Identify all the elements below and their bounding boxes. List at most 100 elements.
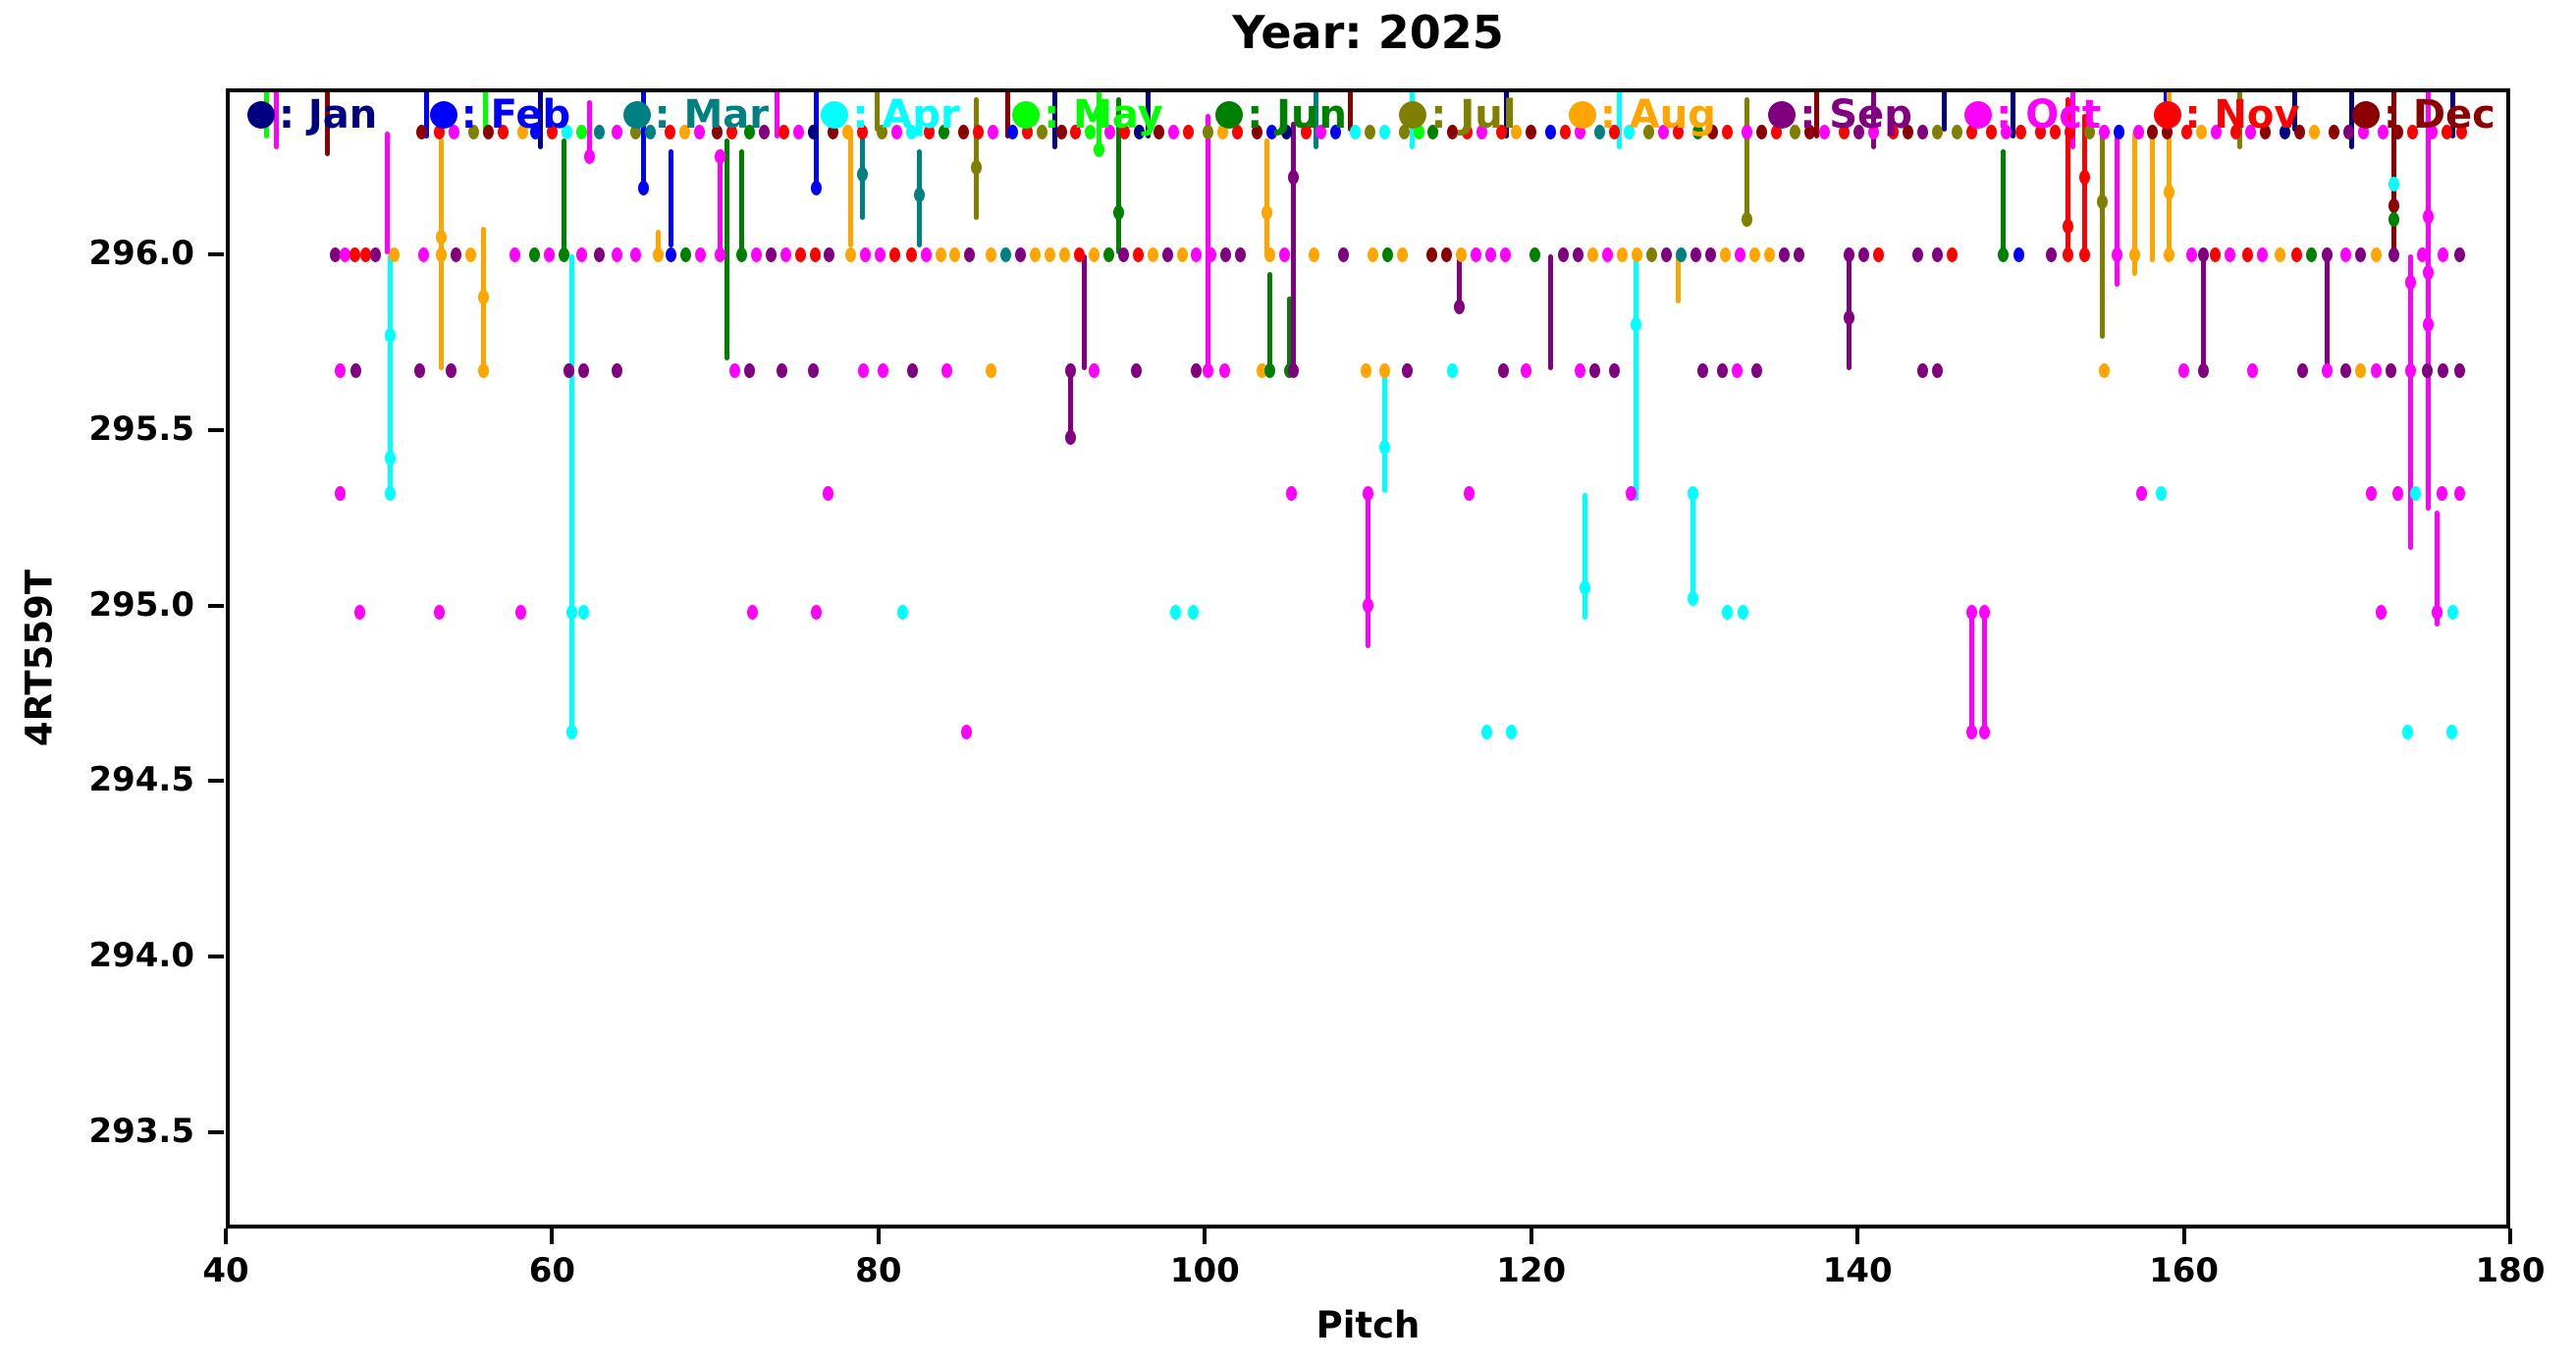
stem: [848, 132, 854, 248]
data-point: [907, 362, 919, 378]
data-point: [1119, 124, 1131, 139]
data-point: [1217, 124, 1229, 139]
data-point: [2423, 208, 2435, 224]
data-point: [2445, 724, 2457, 739]
data-point: [822, 485, 833, 501]
data-point: [385, 485, 397, 501]
data-point: [565, 605, 577, 621]
data-point: [860, 246, 872, 262]
data-point: [2423, 317, 2435, 333]
data-point: [1264, 362, 1276, 378]
data-point: [644, 124, 656, 139]
data-point: [435, 246, 447, 262]
stem: [2349, 89, 2355, 150]
data-point: [711, 124, 723, 139]
x-tick-label: 80: [855, 1251, 902, 1290]
data-point: [1044, 246, 1055, 262]
stem: [2010, 89, 2015, 139]
data-point: [1868, 124, 1880, 139]
data-point: [1378, 440, 1390, 456]
data-point: [1691, 124, 1703, 139]
data-point: [1617, 246, 1629, 262]
data-point: [1073, 246, 1085, 262]
data-point: [575, 124, 587, 139]
data-point: [1793, 246, 1804, 262]
data-point: [2294, 124, 2306, 139]
data-point: [1361, 362, 1372, 378]
data-point: [2230, 124, 2242, 139]
stem: [1206, 114, 1211, 371]
stem: [1267, 272, 1273, 371]
y-axis-label: 4RT559T: [18, 569, 61, 747]
data-point: [729, 362, 741, 378]
data-point: [905, 124, 917, 139]
stem: [641, 89, 646, 195]
data-point: [563, 362, 574, 378]
data-point: [2354, 246, 2366, 262]
stem: [423, 89, 429, 139]
data-point: [1401, 362, 1413, 378]
data-point: [2111, 246, 2122, 262]
data-point: [845, 246, 857, 262]
data-point: [515, 605, 527, 621]
data-point: [2455, 124, 2467, 139]
data-point: [1363, 485, 1373, 501]
data-point: [370, 246, 382, 262]
data-point: [858, 362, 870, 378]
data-point: [1381, 246, 1393, 262]
stem: [2070, 89, 2076, 150]
data-point: [498, 124, 510, 139]
data-point: [811, 605, 823, 621]
data-point: [1206, 246, 1217, 262]
data-point: [577, 605, 589, 621]
data-point: [385, 451, 397, 466]
data-point: [1912, 246, 1924, 262]
data-point: [528, 246, 540, 262]
data-point: [1264, 246, 1276, 262]
data-point: [972, 124, 984, 139]
data-point: [1427, 124, 1439, 139]
data-point: [856, 124, 868, 139]
stem: [1941, 89, 1947, 133]
data-point: [2438, 246, 2449, 262]
data-point: [1748, 246, 1760, 262]
data-point: [807, 124, 819, 139]
data-point: [2164, 246, 2175, 262]
y-tick: [208, 428, 224, 433]
data-point: [1232, 124, 1244, 139]
data-point: [1378, 362, 1390, 378]
data-point: [1235, 246, 1247, 262]
data-point: [778, 124, 789, 139]
data-point: [1285, 485, 1297, 501]
y-tick: [208, 955, 224, 959]
data-point: [1545, 124, 1557, 139]
data-point: [1329, 124, 1341, 139]
data-point: [2453, 362, 2465, 378]
data-point: [715, 246, 726, 262]
data-point: [1575, 124, 1586, 139]
data-point: [1425, 246, 1437, 262]
data-point: [1130, 362, 1142, 378]
data-point: [1102, 246, 1114, 262]
data-point: [1085, 124, 1097, 139]
data-point: [888, 246, 900, 262]
data-point: [1117, 246, 1129, 262]
data-point: [1413, 124, 1424, 139]
data-point: [693, 124, 705, 139]
data-point: [1191, 246, 1203, 262]
x-tick: [2181, 1229, 2186, 1244]
data-point: [827, 124, 838, 139]
data-point: [1470, 246, 1481, 262]
data-point: [2376, 605, 2388, 621]
data-point: [986, 362, 997, 378]
data-point: [1965, 124, 1977, 139]
data-point: [935, 246, 946, 262]
stem: [1968, 609, 1974, 736]
data-point: [414, 362, 426, 378]
data-point: [558, 246, 569, 262]
data-point: [1589, 362, 1601, 378]
data-point: [464, 246, 476, 262]
data-point: [2421, 362, 2433, 378]
stem: [814, 89, 820, 189]
data-point: [1398, 124, 1410, 139]
